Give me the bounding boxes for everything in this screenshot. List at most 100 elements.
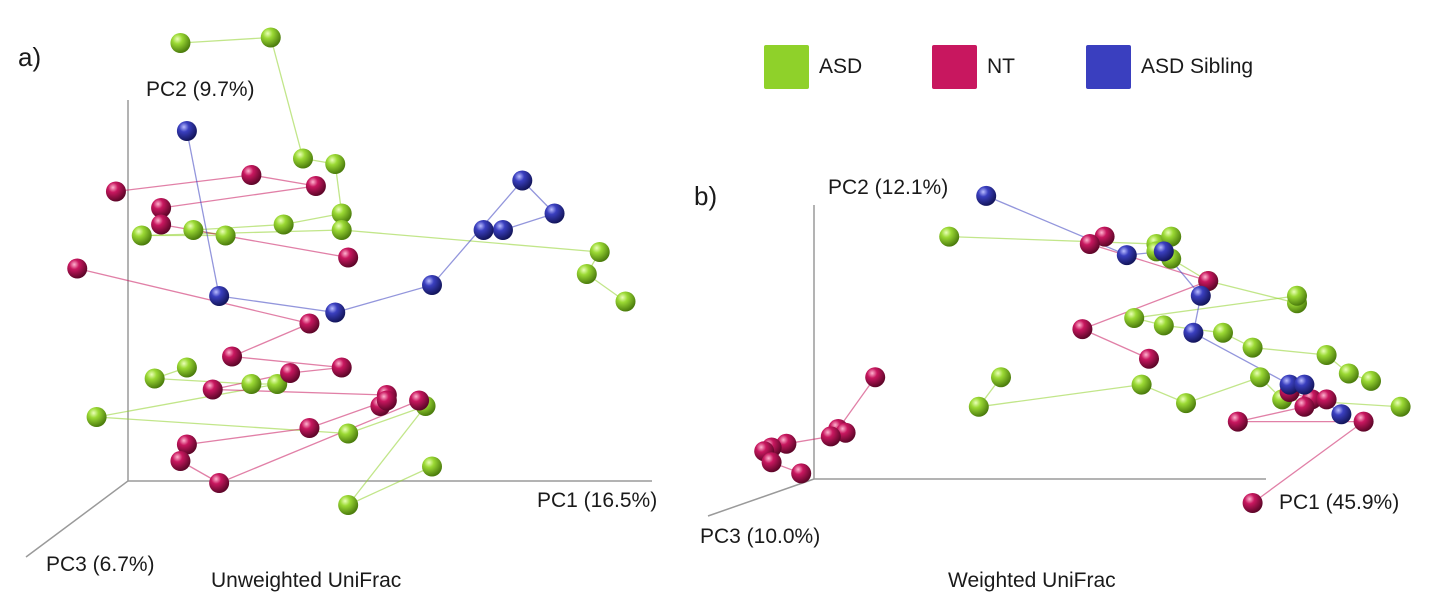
- point-a-nt-16: [176, 434, 197, 455]
- point-a-nt-3: [151, 198, 172, 218]
- point-b-asd-sibling-0: [976, 185, 997, 206]
- points-b: [754, 185, 1411, 513]
- link-a-nt-15: [186, 427, 310, 446]
- point-b-asd-sibling-3: [1190, 285, 1211, 306]
- legend-item-asd-sibling: ASD Sibling: [1086, 44, 1253, 90]
- link-a-asd-5: [193, 223, 284, 231]
- point-a-nt-6: [67, 258, 88, 279]
- link-b-asd-16: [978, 383, 1142, 408]
- point-b-nt-12: [761, 452, 782, 473]
- point-b-asd-10: [1213, 322, 1233, 343]
- point-a-nt-4: [151, 214, 172, 235]
- point-b-asd-17: [1131, 374, 1152, 395]
- point-b-nt-3: [1072, 319, 1093, 340]
- point-b-asd-12: [1316, 345, 1337, 365]
- point-b-nt-0: [1094, 226, 1115, 247]
- link-a-asd-20: [347, 465, 433, 506]
- point-a-nt-14: [376, 390, 397, 411]
- legend-swatch-asd: [764, 45, 809, 89]
- axes-b: [707, 205, 1266, 517]
- point-b-nt-20: [1242, 493, 1263, 513]
- point-a-asd-7: [215, 225, 236, 246]
- point-b-asd-18: [1176, 393, 1196, 414]
- link-a-nt-18: [218, 399, 420, 484]
- point-a-asd-10: [589, 242, 610, 262]
- subtitle-a: Unweighted UniFrac: [211, 569, 402, 592]
- link-a-nt-0: [115, 174, 252, 193]
- point-b-nt-1: [1079, 234, 1100, 254]
- point-b-asd-15: [991, 367, 1011, 388]
- axis-title-b-x: PC1 (45.9%): [1279, 491, 1400, 514]
- link-a-nt-1: [251, 174, 317, 187]
- point-b-nt-18: [1227, 411, 1248, 432]
- link-a-asd-sibling-0: [186, 130, 220, 297]
- point-a-asd-sibling-7: [473, 220, 494, 240]
- point-b-nt-4: [1139, 348, 1159, 369]
- axis-title-a-y: PC2 (9.7%): [146, 78, 255, 101]
- link-b-nt-17: [1237, 406, 1305, 423]
- point-a-asd-sibling-1: [209, 286, 230, 306]
- point-a-asd-0: [170, 33, 191, 53]
- point-a-asd-11: [576, 264, 597, 284]
- point-b-asd-16: [968, 396, 989, 417]
- point-a-asd-2: [293, 148, 313, 169]
- point-a-asd-20: [338, 495, 359, 515]
- point-a-asd-sibling-6: [492, 220, 513, 240]
- legend-label-asd-sibling: ASD Sibling: [1141, 55, 1254, 78]
- point-b-asd-sibling-6: [1294, 374, 1315, 395]
- point-a-asd-sibling-5: [544, 203, 565, 224]
- point-a-asd-3: [325, 154, 346, 174]
- link-b-nt-2: [1082, 280, 1209, 330]
- link-a-asd-19: [347, 405, 427, 506]
- point-a-asd-14: [144, 368, 165, 389]
- point-b-asd-2: [1161, 226, 1182, 247]
- point-a-nt-15: [299, 418, 320, 438]
- link-a-asd-8: [141, 229, 342, 237]
- link-b-asd-7: [1134, 295, 1298, 319]
- panel-label-b: b): [694, 181, 718, 211]
- link-b-nt-5: [837, 376, 876, 430]
- point-a-asd-6: [183, 220, 204, 240]
- point-b-asd-13: [1338, 363, 1359, 384]
- point-b-asd-sibling-1: [1116, 245, 1137, 266]
- points-a: [67, 27, 636, 515]
- point-a-asd-1: [260, 27, 281, 48]
- link-a-asd-sibling-1: [219, 295, 336, 314]
- point-b-nt-19: [1353, 411, 1374, 432]
- point-a-asd-sibling-3: [422, 275, 442, 295]
- point-b-asd-14: [1361, 370, 1381, 391]
- axis-a-z-line: [25, 480, 129, 558]
- point-a-nt-11: [202, 379, 223, 400]
- point-a-asd-15: [241, 374, 262, 394]
- link-a-nt-7: [231, 322, 310, 358]
- legend-label-nt: NT: [987, 55, 1015, 78]
- point-a-asd-12: [615, 291, 636, 312]
- link-b-asd-sibling-4: [1193, 332, 1290, 386]
- point-a-asd-sibling-2: [325, 302, 346, 323]
- link-a-asd-18: [347, 405, 426, 435]
- link-a-nt-6: [77, 267, 310, 325]
- link-a-nt-11: [212, 388, 387, 396]
- point-b-asd-11: [1242, 337, 1263, 358]
- point-a-nt-5: [338, 247, 359, 268]
- point-a-asd-18: [338, 423, 359, 444]
- point-a-asd-17: [86, 407, 107, 427]
- point-a-asd-5: [273, 214, 294, 235]
- point-a-nt-8: [222, 346, 243, 367]
- legend-item-nt: NT: [932, 44, 1015, 90]
- point-a-nt-1: [241, 165, 262, 185]
- subtitle-b: Weighted UniFrac: [948, 569, 1116, 592]
- legend-swatch-asd-sibling: [1086, 45, 1131, 89]
- link-a-nt-2: [161, 185, 316, 209]
- point-b-asd-sibling-2: [1153, 241, 1174, 262]
- axis-title-a-x: PC1 (16.5%): [537, 489, 658, 512]
- point-a-asd-21: [422, 456, 442, 477]
- point-b-asd-0: [939, 226, 960, 247]
- axis-title-b-y: PC2 (12.1%): [828, 176, 949, 199]
- point-b-nt-17: [1294, 396, 1315, 417]
- point-b-nt-13: [791, 463, 812, 484]
- point-b-nt-16: [1316, 389, 1337, 410]
- axis-b-z-line: [707, 478, 815, 517]
- point-a-nt-17: [170, 451, 191, 471]
